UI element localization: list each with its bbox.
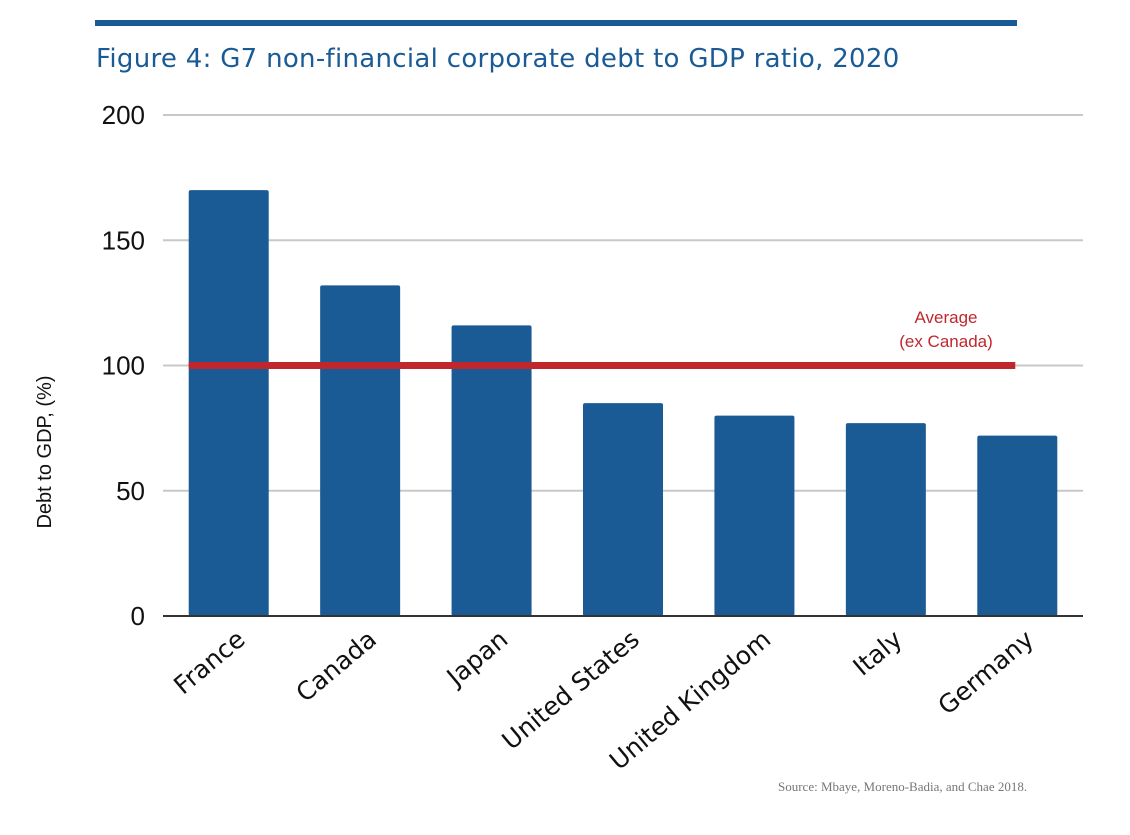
x-tick-label: Canada (290, 624, 382, 707)
y-tick-label: 200 (102, 100, 145, 130)
figure-title: Figure 4: G7 non-financial corporate deb… (96, 44, 900, 74)
average-line-group: Average (ex Canada) (188, 308, 1016, 369)
x-tick-label: United States (497, 624, 645, 755)
bar-united-kingdom (714, 415, 795, 616)
average-line-label: Average (914, 308, 977, 327)
y-tick-label: 150 (102, 225, 145, 255)
x-tick-label: Germany (932, 624, 1039, 720)
x-tick-label: France (168, 624, 250, 700)
average-line-label: (ex Canada) (899, 332, 993, 351)
bar-united-states (583, 403, 663, 616)
bar-italy (845, 423, 926, 616)
x-tick-label: Italy (848, 624, 908, 681)
y-axis-title: Debt to GDP, (%) (34, 375, 56, 528)
x-tick-label: Japan (440, 624, 514, 692)
bar-japan (451, 325, 532, 616)
bar-germany (977, 435, 1058, 616)
bars (188, 190, 1058, 616)
top-rule (95, 20, 1017, 26)
y-tick-label: 0 (131, 601, 145, 631)
bar-france (188, 190, 269, 616)
bar-canada (320, 285, 401, 616)
source-note: Source: Mbaye, Moreno-Badia, and Chae 20… (778, 779, 1028, 794)
y-tick-label: 100 (102, 351, 145, 381)
y-tick-label: 50 (116, 476, 145, 506)
